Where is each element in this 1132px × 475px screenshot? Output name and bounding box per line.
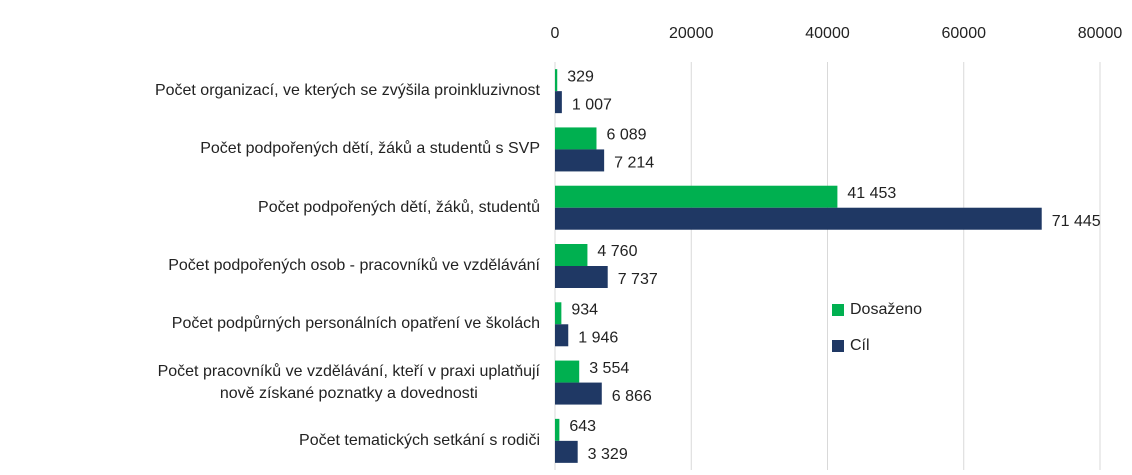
data-label: 71 445 [1052, 213, 1101, 230]
category-label: Počet podpořených dětí, žáků a studentů … [200, 140, 540, 158]
legend-swatch [832, 304, 844, 316]
data-label: 1 007 [572, 96, 612, 113]
category-label: Počet pracovníků ve vzdělávání, kteří v … [157, 362, 540, 402]
category-label: Počet organizací, ve kterých se zvýšila … [154, 82, 540, 100]
data-label: 6 089 [606, 127, 646, 144]
bar [555, 266, 608, 288]
bar [555, 207, 1042, 230]
data-label: 3 554 [589, 360, 629, 377]
data-label: 4 760 [597, 243, 637, 260]
y-tick-label: Počet podpořených osob - pracovníků ve v… [0, 255, 540, 277]
x-tick-label: 0 [551, 25, 560, 42]
x-tick-label: 60000 [942, 25, 987, 42]
x-tick-label: 20000 [669, 25, 714, 42]
data-label: 329 [567, 68, 594, 85]
data-label: 6 866 [612, 388, 652, 405]
category-label: Počet podpořených osob - pracovníků ve v… [168, 257, 540, 274]
data-label: 1 946 [578, 330, 618, 347]
category-label: Počet podpořených dětí, žáků, studentů [258, 198, 540, 216]
data-label: 7 214 [614, 155, 654, 172]
y-tick-label: Počet podpůrných personálních opatření v… [0, 313, 540, 335]
bar [555, 324, 569, 347]
bar [555, 185, 838, 208]
bar [555, 91, 562, 114]
y-tick-label: Počet podpořených dětí, žáků, studentů [0, 197, 540, 219]
legend-label: Cíl [850, 337, 870, 354]
bar [555, 244, 588, 266]
y-tick-label: Počet podpořených dětí, žáků a studentů … [0, 138, 540, 160]
x-tick-label: 80000 [1078, 25, 1123, 42]
y-tick-label: Počet tematických setkání s rodiči [0, 430, 540, 452]
bar [555, 149, 605, 172]
legend-label: Dosaženo [850, 301, 922, 318]
category-label: Počet podpůrných personálních opatření v… [171, 315, 540, 333]
bar [555, 382, 602, 405]
data-label: 3 329 [588, 446, 628, 463]
data-label: 643 [569, 418, 596, 435]
x-tick-label: 40000 [805, 25, 850, 42]
bar [555, 360, 580, 383]
bar [555, 127, 597, 150]
legend-swatch [832, 340, 844, 352]
category-label: Počet tematických setkání s rodiči [299, 431, 540, 449]
data-label: 934 [571, 302, 598, 319]
bar [555, 418, 560, 441]
data-label: 41 453 [847, 185, 896, 202]
y-tick-label: Počet pracovníků ve vzdělávání, kteří v … [0, 361, 540, 405]
y-tick-label: Počet organizací, ve kterých se zvýšila … [0, 80, 540, 102]
bar [555, 440, 578, 463]
data-label: 7 737 [618, 271, 658, 288]
bar [555, 69, 558, 92]
bar [555, 302, 562, 325]
